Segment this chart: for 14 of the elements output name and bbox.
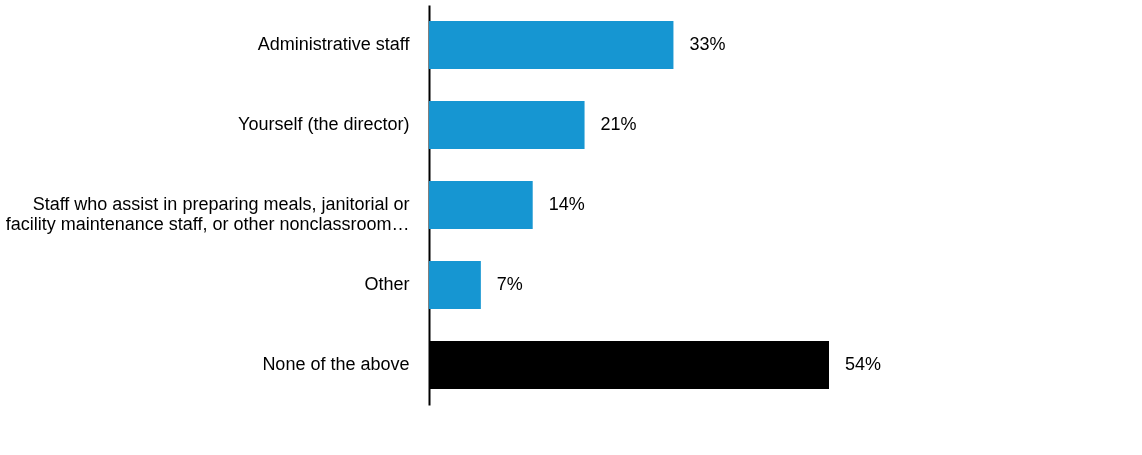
bar: [429, 181, 533, 229]
y-tick-label: Other: [364, 274, 410, 294]
data-label: 33%: [689, 34, 726, 54]
data-label: 54%: [845, 354, 882, 374]
y-tick-label: None of the above: [262, 354, 410, 374]
data-label: 21%: [600, 114, 637, 134]
y-tick-label: Administrative staff: [257, 34, 411, 54]
bar: [429, 101, 585, 149]
data-label: 7%: [496, 274, 523, 294]
y-tick-label: Staff who assist in preparing meals, janitorial or facility maintenance staff, or other nonclassroom…: [5, 194, 410, 234]
bar: [429, 261, 481, 309]
y-tick-label: Yourself (the director): [238, 114, 410, 134]
bar: [429, 21, 674, 69]
data-label: 14%: [548, 194, 585, 214]
